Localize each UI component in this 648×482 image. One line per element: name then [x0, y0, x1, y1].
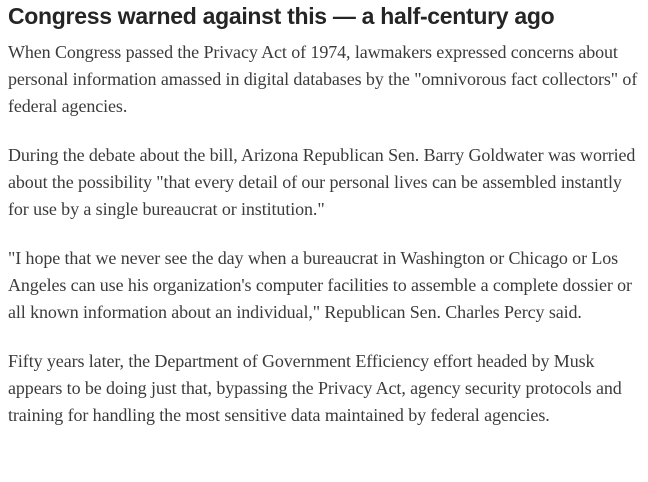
- article-excerpt: Congress warned against this — a half-ce…: [8, 3, 642, 429]
- article-paragraph-4: Fifty years later, the Department of Gov…: [8, 350, 622, 425]
- article-paragraph-1: When Congress passed the Privacy Act of …: [8, 41, 638, 116]
- article-paragraph-3: "I hope that we never see the day when a…: [8, 247, 632, 322]
- article-paragraph-2: During the debate about the bill, Arizon…: [8, 144, 636, 219]
- article-headline: Congress warned against this — a half-ce…: [8, 3, 555, 29]
